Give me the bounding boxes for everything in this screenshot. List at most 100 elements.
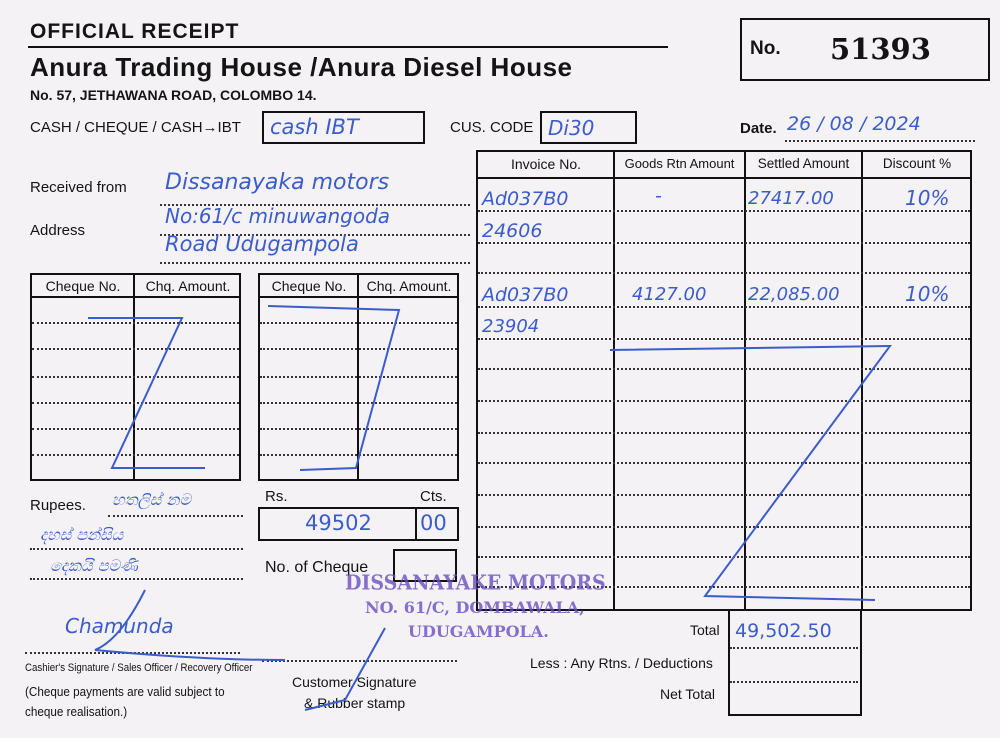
invoice-no-line2: 24606 <box>482 220 543 242</box>
settled-amount-header: Settled Amount <box>757 156 850 171</box>
goods-rtn-amount: - <box>655 185 662 207</box>
ruled-line <box>32 348 239 350</box>
total-line <box>730 647 858 649</box>
ruled-line <box>32 376 239 378</box>
company-name: Anura Trading House /Anura Diesel House <box>30 52 573 82</box>
company-address: No. 57, JETHAWANA ROAD, COLOMBO 14. <box>30 87 317 103</box>
ruled-line <box>32 402 239 404</box>
header-rule <box>32 296 239 298</box>
z-cancel-mark <box>88 317 205 469</box>
discount: 10% <box>905 282 950 306</box>
ruled-line <box>478 368 970 370</box>
net-total-label: Net Total <box>660 686 715 702</box>
customer-signature-line <box>262 660 457 662</box>
address-line2: Road Udugampola <box>165 232 359 256</box>
cts-rule <box>415 509 417 539</box>
ruled-line <box>260 454 457 456</box>
header-rule <box>478 177 970 179</box>
rs-value: 49502 <box>305 511 372 535</box>
invoice-no-header: Invoice No. <box>510 156 582 172</box>
ruled-line <box>32 322 239 324</box>
payment-type-box: cash IBT <box>262 111 425 144</box>
address-line <box>160 234 470 236</box>
totals-box <box>728 609 862 716</box>
ruled-line <box>478 586 970 588</box>
ruled-line <box>260 348 457 350</box>
ruled-line <box>32 454 239 456</box>
settled-amount: 27417.00 <box>748 188 834 209</box>
ruled-line <box>478 462 970 464</box>
z-cancel-mark <box>267 305 401 471</box>
stamp-line3: UDUGAMPOLA. <box>408 622 549 641</box>
no-of-cheque-label: No. of Cheque <box>265 559 369 576</box>
z-cancel-mark <box>609 344 893 601</box>
ruled-line <box>260 402 457 404</box>
ruled-line <box>260 322 457 324</box>
received-from-value: Dissanayaka motors <box>165 170 390 195</box>
goods-rtn-amount: 4127.00 <box>632 284 707 305</box>
ruled-line <box>478 338 970 340</box>
col-rule <box>744 152 746 609</box>
rupees-label: Rupees. <box>30 497 86 514</box>
ruled-line <box>478 432 970 434</box>
cheque-amount-header: Chq. Amount. <box>366 278 452 294</box>
receipt-no-box: No. 51393 <box>740 18 990 81</box>
stamp-line2: NO. 61/C, DOMBAWALA, <box>365 598 585 617</box>
date-value: 26 / 08 / 2024 <box>787 113 921 135</box>
discount: 10% <box>905 186 950 210</box>
ruled-line <box>260 428 457 430</box>
invoice-no: Ad037B0 <box>482 188 569 210</box>
cus-code-label: CUS. CODE <box>450 119 534 136</box>
cheque-no-header: Cheque No. <box>271 278 347 294</box>
invoice-no: Ad037B0 <box>482 284 569 306</box>
ruled-line <box>32 428 239 430</box>
rs-label: Rs. <box>265 488 288 505</box>
address-label: Address <box>30 222 86 239</box>
col-rule <box>861 152 863 609</box>
goods-rtn-header: Goods Rtn Amount <box>624 156 735 171</box>
cus-code-box: Di30 <box>540 111 637 144</box>
title-rule <box>28 46 668 48</box>
receipt-number: 51393 <box>830 32 931 66</box>
received-from-label: Received from <box>30 179 127 196</box>
rupees-words-2: දහස් පන්සිය <box>40 525 124 544</box>
invoice-table: Invoice No. Goods Rtn Amount Settled Amo… <box>476 150 972 611</box>
no-label: No. <box>750 38 781 59</box>
address-line1: No:61/c minuwangoda <box>165 204 391 228</box>
cts-value: 00 <box>420 511 447 535</box>
invoice-no-line2: 23904 <box>482 316 540 337</box>
rupees-words-1: හතලිස් නම <box>112 490 191 509</box>
total-value: 49,502.50 <box>735 620 832 642</box>
ruled-line <box>478 526 970 528</box>
ruled-line <box>478 272 970 274</box>
cheque-amount-header: Chq. Amount. <box>145 278 231 294</box>
ruled-line <box>478 242 970 244</box>
cheque-no-header: Cheque No. <box>45 278 121 294</box>
rupees-words-3: දෙකයි පමණි <box>50 556 138 575</box>
signature-stroke <box>94 589 286 661</box>
cts-label: Cts. <box>420 488 447 505</box>
ruled-line <box>478 306 970 308</box>
ruled-line <box>478 556 970 558</box>
date-label: Date. <box>740 120 777 137</box>
cashier-label: Cashier's Signature / Sales Officer / Re… <box>25 662 253 674</box>
words-line <box>108 515 243 517</box>
date-line <box>785 140 975 142</box>
receipt-title: OFFICIAL RECEIPT <box>30 20 240 43</box>
cheque-note-2: cheque realisation.) <box>25 704 128 719</box>
discount-header: Discount % <box>882 156 952 171</box>
address-line <box>160 262 470 264</box>
rubber-stamp-label: & Rubber stamp <box>304 695 406 711</box>
words-line <box>30 578 243 580</box>
less-line <box>730 681 858 683</box>
no-of-cheque-box <box>393 549 457 582</box>
amount-box: 49502 00 <box>258 507 459 541</box>
payment-type-label: CASH / CHEQUE / CASH→IBT <box>30 119 241 136</box>
received-line <box>160 204 470 206</box>
less-label: Less : Any Rtns. / Deductions <box>530 655 713 671</box>
payment-type-value: cash IBT <box>270 115 359 139</box>
col-rule <box>613 152 615 609</box>
customer-signature-stroke <box>304 627 386 711</box>
